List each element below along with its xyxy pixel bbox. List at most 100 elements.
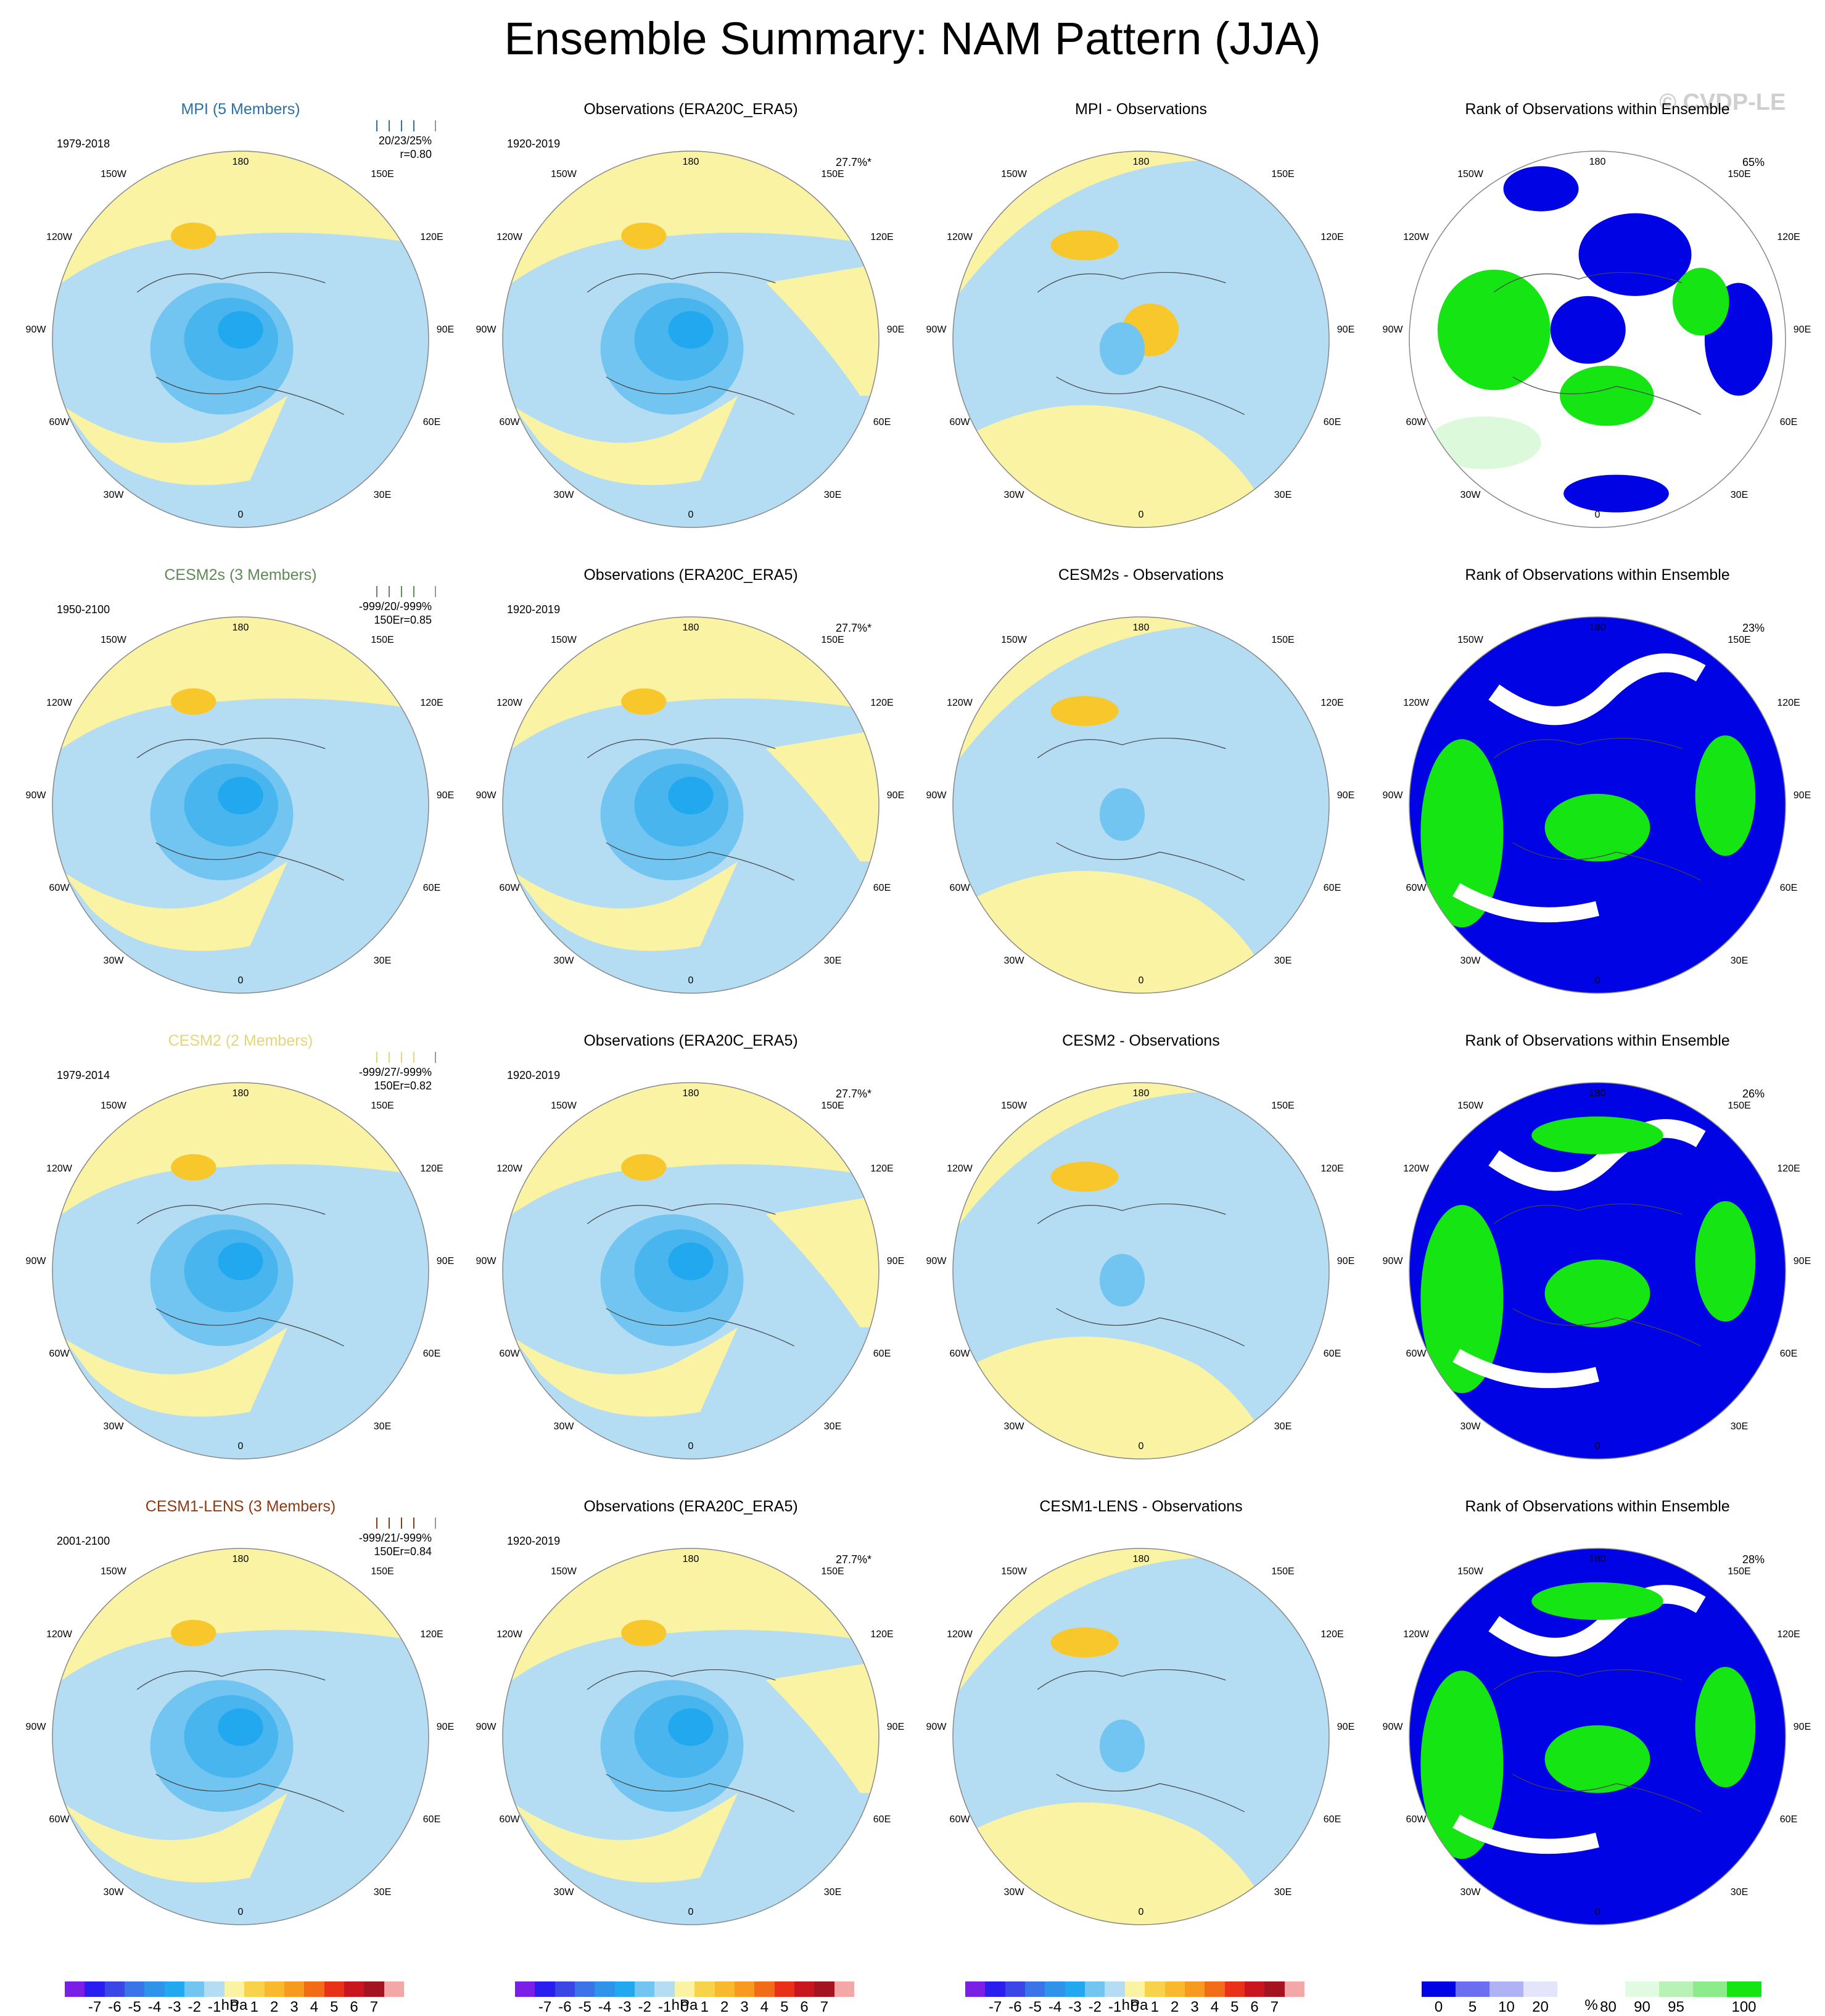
panel-title: CESM1-LENS - Observations — [1039, 1498, 1243, 1515]
spread-bar — [435, 120, 436, 131]
panel-model-row-4: CESM1-LENS (3 Members) 2001-2100 -999/21/-… — [19, 1493, 463, 1956]
coastline — [587, 737, 795, 881]
lon-label: 150W — [101, 1566, 126, 1577]
lon-label: 30E — [373, 1421, 392, 1432]
pattern-correlation: 150Er=0.82 — [374, 1080, 432, 1092]
lon-label: 90W — [1382, 1256, 1403, 1266]
lon-label: 90E — [886, 1722, 905, 1732]
colorbar-tick: -3 — [1068, 1999, 1082, 2015]
colorbar-swatch — [1025, 1981, 1045, 1997]
lon-label: 180 — [1589, 1088, 1606, 1099]
lon-label: 120W — [496, 698, 522, 708]
lon-label: 90W — [926, 1256, 947, 1266]
map-region — [1099, 322, 1145, 375]
period-label: 2001-2100 — [57, 1535, 110, 1547]
panel-diff-row-2: CESM2s - Observations 180 150W 150E 120W 120E… — [919, 561, 1363, 1024]
diff-map — [952, 616, 1330, 994]
lon-label: 30W — [1460, 1887, 1481, 1898]
map-region — [621, 1154, 667, 1181]
colorbar-swatch — [164, 1981, 185, 1997]
lon-label: 150E — [1271, 635, 1295, 645]
rank-map — [1409, 1548, 1786, 1925]
lon-label: 90E — [436, 324, 455, 335]
lon-label: 0 — [1594, 1441, 1600, 1452]
map-region — [971, 870, 1273, 993]
period-label: 1979-2014 — [57, 1069, 110, 1081]
lon-label: 90E — [1793, 790, 1811, 801]
lon-label: 90E — [1337, 1722, 1355, 1732]
lon-label: 180 — [1589, 622, 1606, 633]
map-region — [1531, 1582, 1663, 1620]
map-region — [953, 151, 1329, 302]
lon-label: 30W — [553, 956, 574, 966]
colorbar-swatch — [965, 1981, 986, 1997]
colorbar-swatch — [834, 1981, 855, 1997]
lon-label: 0 — [1594, 975, 1600, 986]
lon-label: 30W — [103, 1421, 124, 1432]
panel-title: MPI (5 Members) — [181, 101, 300, 118]
colorbar-swatch — [1164, 1981, 1185, 1997]
lon-label: 90W — [476, 324, 496, 335]
colorbar-tick: -2 — [1088, 1999, 1102, 2015]
colorbar-swatch — [694, 1981, 715, 1997]
model-map — [52, 151, 429, 528]
lon-label: 120W — [947, 1163, 973, 1174]
colorbar-swatch — [144, 1981, 165, 1997]
lon-label: 120E — [1777, 1163, 1800, 1174]
spread-bar — [389, 120, 390, 131]
lon-label: 60W — [1406, 1349, 1427, 1359]
colorbar-swatch — [1045, 1981, 1066, 1997]
map-region — [503, 617, 879, 749]
lon-label: 150W — [1001, 1566, 1027, 1577]
lon-label: 120E — [870, 1629, 894, 1640]
colorbar-tick: 3 — [740, 1999, 749, 2015]
colorbar-tick: 0 — [1434, 1999, 1443, 2015]
map-region — [1452, 1349, 1599, 1389]
lon-label: 120W — [1403, 1629, 1429, 1640]
colorbar-tick: 80 — [1600, 1999, 1617, 2015]
colorbar-tick: -5 — [1028, 1999, 1042, 2015]
map-region — [953, 1083, 1329, 1233]
map-region — [171, 1619, 216, 1646]
coastline — [1493, 271, 1702, 415]
pc-percent-stats: -999/21/-999% — [358, 1532, 432, 1544]
lon-label: 180 — [1132, 157, 1150, 167]
map-region — [1695, 1201, 1756, 1322]
map-region — [512, 1793, 738, 1883]
lon-label: 30E — [373, 956, 392, 966]
colorbar-swatch — [1005, 1981, 1026, 1997]
period-label: 1920-2019 — [507, 603, 561, 616]
lon-label: 60E — [422, 1349, 441, 1359]
map-region — [668, 777, 714, 815]
colorbar-tick: 0 — [230, 1999, 239, 2015]
map-border — [952, 616, 1330, 994]
lon-label: 0 — [688, 975, 694, 986]
map-region — [1560, 365, 1654, 426]
variance-percent: 28% — [1742, 1553, 1765, 1566]
map-region — [52, 617, 429, 749]
map-region — [1420, 1205, 1504, 1394]
map-region — [1428, 416, 1541, 469]
lon-label: 180 — [232, 622, 249, 633]
lon-label: 180 — [232, 1088, 249, 1099]
colorbar-tick: 7 — [820, 1999, 829, 2015]
map-region — [621, 222, 667, 249]
coastline — [1037, 1669, 1245, 1812]
map-region — [52, 1083, 429, 1215]
lon-label: 150E — [1728, 635, 1751, 645]
lon-label: 60W — [49, 1349, 70, 1359]
map-region — [171, 1154, 216, 1181]
map-region — [971, 1802, 1273, 1925]
colorbar-tick: 90 — [1634, 1999, 1650, 2015]
colorbar-swatch — [554, 1981, 575, 1997]
map-region — [1420, 1671, 1504, 1859]
lon-label: 90W — [1382, 790, 1403, 801]
spread-bar — [435, 1052, 436, 1063]
lon-label: 120E — [870, 232, 894, 242]
copyright-watermark: © CVDP-LE — [1659, 89, 1786, 115]
lon-label: 90E — [1337, 790, 1355, 801]
colorbar-tick: -7 — [88, 1999, 102, 2015]
lon-label: 30E — [373, 490, 392, 500]
colorbar-swatch — [614, 1981, 635, 1997]
panel-diff-row-4: CESM1-LENS - Observations 180 150W 150E 120W… — [919, 1493, 1363, 1956]
